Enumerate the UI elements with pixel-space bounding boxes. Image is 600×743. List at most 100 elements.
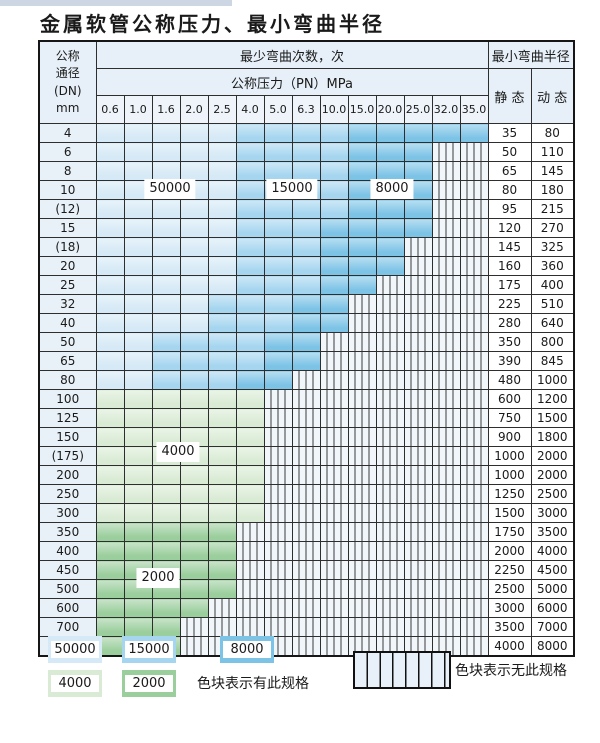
- spec-cell: [403, 199, 433, 219]
- no-spec-cell: [431, 579, 461, 599]
- spec-cell: [151, 408, 181, 428]
- static-value-cell: 1750: [487, 522, 532, 542]
- spec-cell: [207, 446, 237, 466]
- spec-cell: [347, 161, 377, 181]
- no-spec-cell: [403, 484, 433, 504]
- no-spec-cell: [291, 446, 321, 466]
- spec-cell: [151, 332, 181, 352]
- no-spec-cell: [375, 465, 405, 485]
- spec-cell: [179, 484, 209, 504]
- dynamic-value-cell: 180: [530, 180, 575, 200]
- spec-cell: [95, 598, 125, 618]
- no-spec-cell: [459, 541, 489, 561]
- no-spec-cell: [459, 598, 489, 618]
- spec-cell: [207, 408, 237, 428]
- no-spec-cell: [319, 598, 349, 618]
- spec-cell: [263, 332, 293, 352]
- dn-cell: 100: [38, 389, 97, 409]
- spec-cell: [151, 541, 181, 561]
- cycle-count-label: 8000: [370, 179, 414, 199]
- no-spec-cell: [403, 598, 433, 618]
- pressure-bend-table: 公称 通径 (DN) mm 最少弯曲次数，次 最小弯曲半径 公称压力（PN）MPa 静…: [38, 40, 575, 657]
- no-spec-cell: [235, 598, 265, 618]
- dn-cell: 20: [38, 256, 97, 276]
- static-value-cell: 350: [487, 332, 532, 352]
- dn-cell: 4: [38, 123, 97, 143]
- spec-cell: [151, 389, 181, 409]
- table-row: 500 2500 5000: [38, 579, 575, 599]
- spec-cell: [291, 313, 321, 333]
- table-row: 600 3000 6000: [38, 598, 575, 618]
- dn-cell: 400: [38, 541, 97, 561]
- spec-cell: [95, 541, 125, 561]
- spec-cell: [291, 142, 321, 162]
- legend-swatch-value: 2000: [125, 675, 173, 692]
- window-edge-strip: [0, 0, 232, 6]
- no-spec-cell: [319, 636, 349, 657]
- no-spec-cell: [291, 636, 321, 657]
- spec-cell: [347, 199, 377, 219]
- no-spec-cell: [375, 313, 405, 333]
- spec-cell: [151, 503, 181, 523]
- dn-cell: 32: [38, 294, 97, 314]
- static-value-cell: 480: [487, 370, 532, 390]
- table-row: 50 350 800: [38, 332, 575, 352]
- no-spec-cell: [347, 351, 377, 371]
- spec-cell: [207, 142, 237, 162]
- spec-cell: [95, 522, 125, 542]
- dynamic-value-cell: 1200: [530, 389, 575, 409]
- dynamic-value-cell: 8000: [530, 636, 575, 657]
- no-spec-cell: [235, 617, 265, 637]
- table-row: 700 3500 7000: [38, 617, 575, 637]
- spec-cell: [235, 332, 265, 352]
- no-spec-cell: [263, 446, 293, 466]
- spec-cell: [291, 218, 321, 238]
- spec-cell: [95, 237, 125, 257]
- spec-cell: [459, 123, 489, 143]
- no-spec-cell: [375, 332, 405, 352]
- spec-cell: [235, 503, 265, 523]
- spec-cell: [179, 560, 209, 580]
- spec-cell: [95, 180, 125, 200]
- dynamic-value-cell: 400: [530, 275, 575, 295]
- spec-cell: [151, 522, 181, 542]
- no-spec-cell: [347, 617, 377, 637]
- no-spec-cell: [263, 484, 293, 504]
- dynamic-value-cell: 145: [530, 161, 575, 181]
- dn-cell: 125: [38, 408, 97, 428]
- table-row: (18) 145 325: [38, 237, 575, 257]
- spec-cell: [151, 123, 181, 143]
- no-spec-cell: [375, 579, 405, 599]
- spec-cell: [179, 142, 209, 162]
- spec-cell: [151, 617, 181, 637]
- legend-has-spec-text: 色块表示有此规格: [197, 676, 309, 692]
- spec-cell: [95, 427, 125, 447]
- spec-cell: [291, 237, 321, 257]
- no-spec-cell: [207, 617, 237, 637]
- no-spec-cell: [459, 332, 489, 352]
- spec-cell: [375, 123, 405, 143]
- spec-cell: [235, 275, 265, 295]
- no-spec-cell: [347, 598, 377, 618]
- no-spec-cell: [459, 218, 489, 238]
- spec-cell: [431, 123, 461, 143]
- spec-cell: [207, 484, 237, 504]
- spec-cell: [291, 161, 321, 181]
- spec-cell: [95, 123, 125, 143]
- dynamic-value-cell: 2000: [530, 465, 575, 485]
- no-spec-cell: [431, 427, 461, 447]
- no-spec-cell: [431, 617, 461, 637]
- dynamic-value-cell: 360: [530, 256, 575, 276]
- spec-cell: [179, 123, 209, 143]
- dynamic-value-cell: 4500: [530, 560, 575, 580]
- spec-cell: [95, 161, 125, 181]
- spec-cell: [235, 427, 265, 447]
- pressure-value-header: 35.0: [459, 95, 489, 124]
- no-spec-cell: [319, 503, 349, 523]
- no-spec-cell: [403, 237, 433, 257]
- spec-cell: [347, 237, 377, 257]
- spec-cell: [123, 522, 153, 542]
- spec-cell: [207, 560, 237, 580]
- legend-swatch-8000: 8000: [220, 636, 274, 663]
- static-value-cell: 280: [487, 313, 532, 333]
